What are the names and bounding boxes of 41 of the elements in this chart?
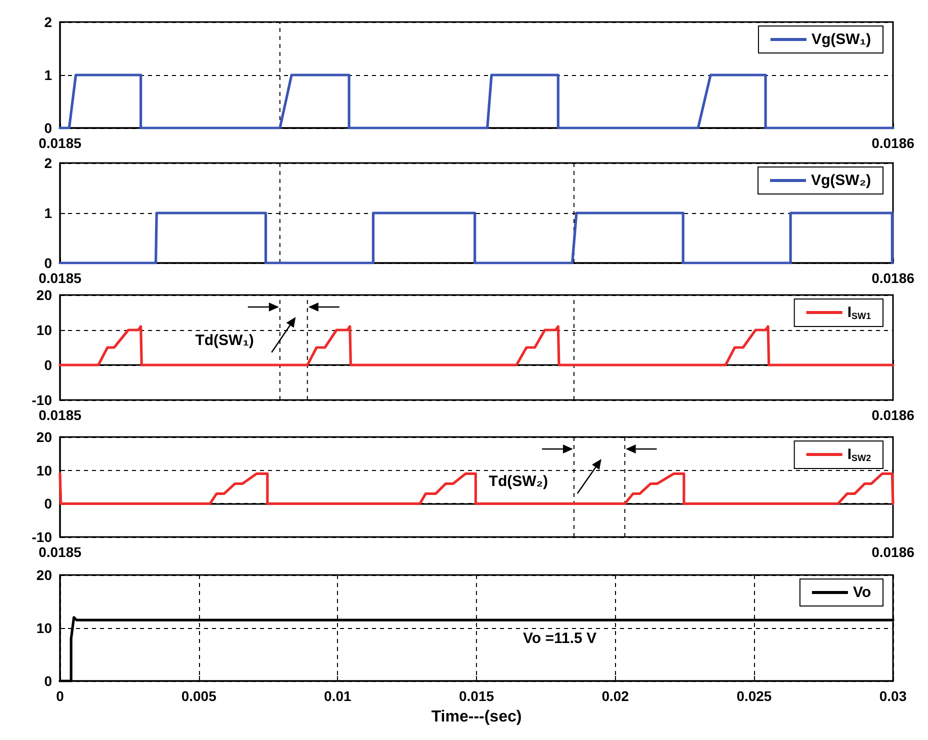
legend-label: ISW2	[847, 446, 872, 463]
x-tick-label: 0.0185	[38, 135, 82, 151]
x-axis-title: Time---(sec)	[431, 708, 522, 726]
y-tick-label: 1	[44, 67, 52, 83]
x-tick-label: 0.0186	[872, 135, 915, 151]
x-tick-label: 0.025	[736, 688, 772, 704]
y-tick-label: 0	[44, 496, 52, 512]
y-tick-label: 20	[36, 567, 52, 583]
y-tick-label: 1	[44, 205, 52, 221]
x-tick-label: 0	[56, 688, 64, 704]
y-tick-label: 10	[36, 322, 52, 338]
x-tick-label: 0.0185	[38, 407, 82, 423]
y-tick-label: 0	[44, 255, 52, 271]
legend-label: Vg(SW₂)	[811, 172, 872, 189]
y-tick-label: 2	[44, 155, 52, 171]
y-tick-label: 0	[44, 357, 52, 373]
legend-label: Vo	[852, 584, 872, 601]
x-tick-label: 0.02	[602, 688, 630, 704]
x-tick-label: 0.005	[181, 688, 217, 704]
x-tick-label: 0.0186	[872, 407, 915, 423]
x-tick-label: 0.0186	[872, 544, 915, 560]
x-tick-label: 0.0185	[38, 544, 82, 560]
x-tick-label: 0.01	[324, 688, 352, 704]
annotation: Td(SW₁)	[195, 332, 254, 349]
y-tick-label: 2	[44, 14, 52, 30]
x-tick-label: 0.03	[879, 688, 907, 704]
y-tick-label: 10	[36, 462, 52, 478]
x-tick-label: 0.015	[458, 688, 494, 704]
x-tick-label: 0.0186	[872, 270, 915, 286]
y-tick-label: -10	[32, 392, 52, 408]
legend-label: Vg(SW₁)	[811, 31, 872, 48]
annotation: Vo =11.5 V	[523, 630, 597, 648]
y-tick-label: 10	[36, 620, 52, 636]
y-tick-label: 20	[36, 429, 52, 445]
annotation: Td(SW₂)	[488, 473, 548, 490]
y-tick-label: -10	[32, 529, 52, 545]
x-tick-label: 0.0185	[38, 270, 82, 286]
y-tick-label: 0	[44, 673, 52, 689]
y-tick-label: 0	[44, 120, 52, 136]
y-tick-label: 20	[36, 287, 52, 303]
legend-label: ISW1	[847, 304, 872, 321]
